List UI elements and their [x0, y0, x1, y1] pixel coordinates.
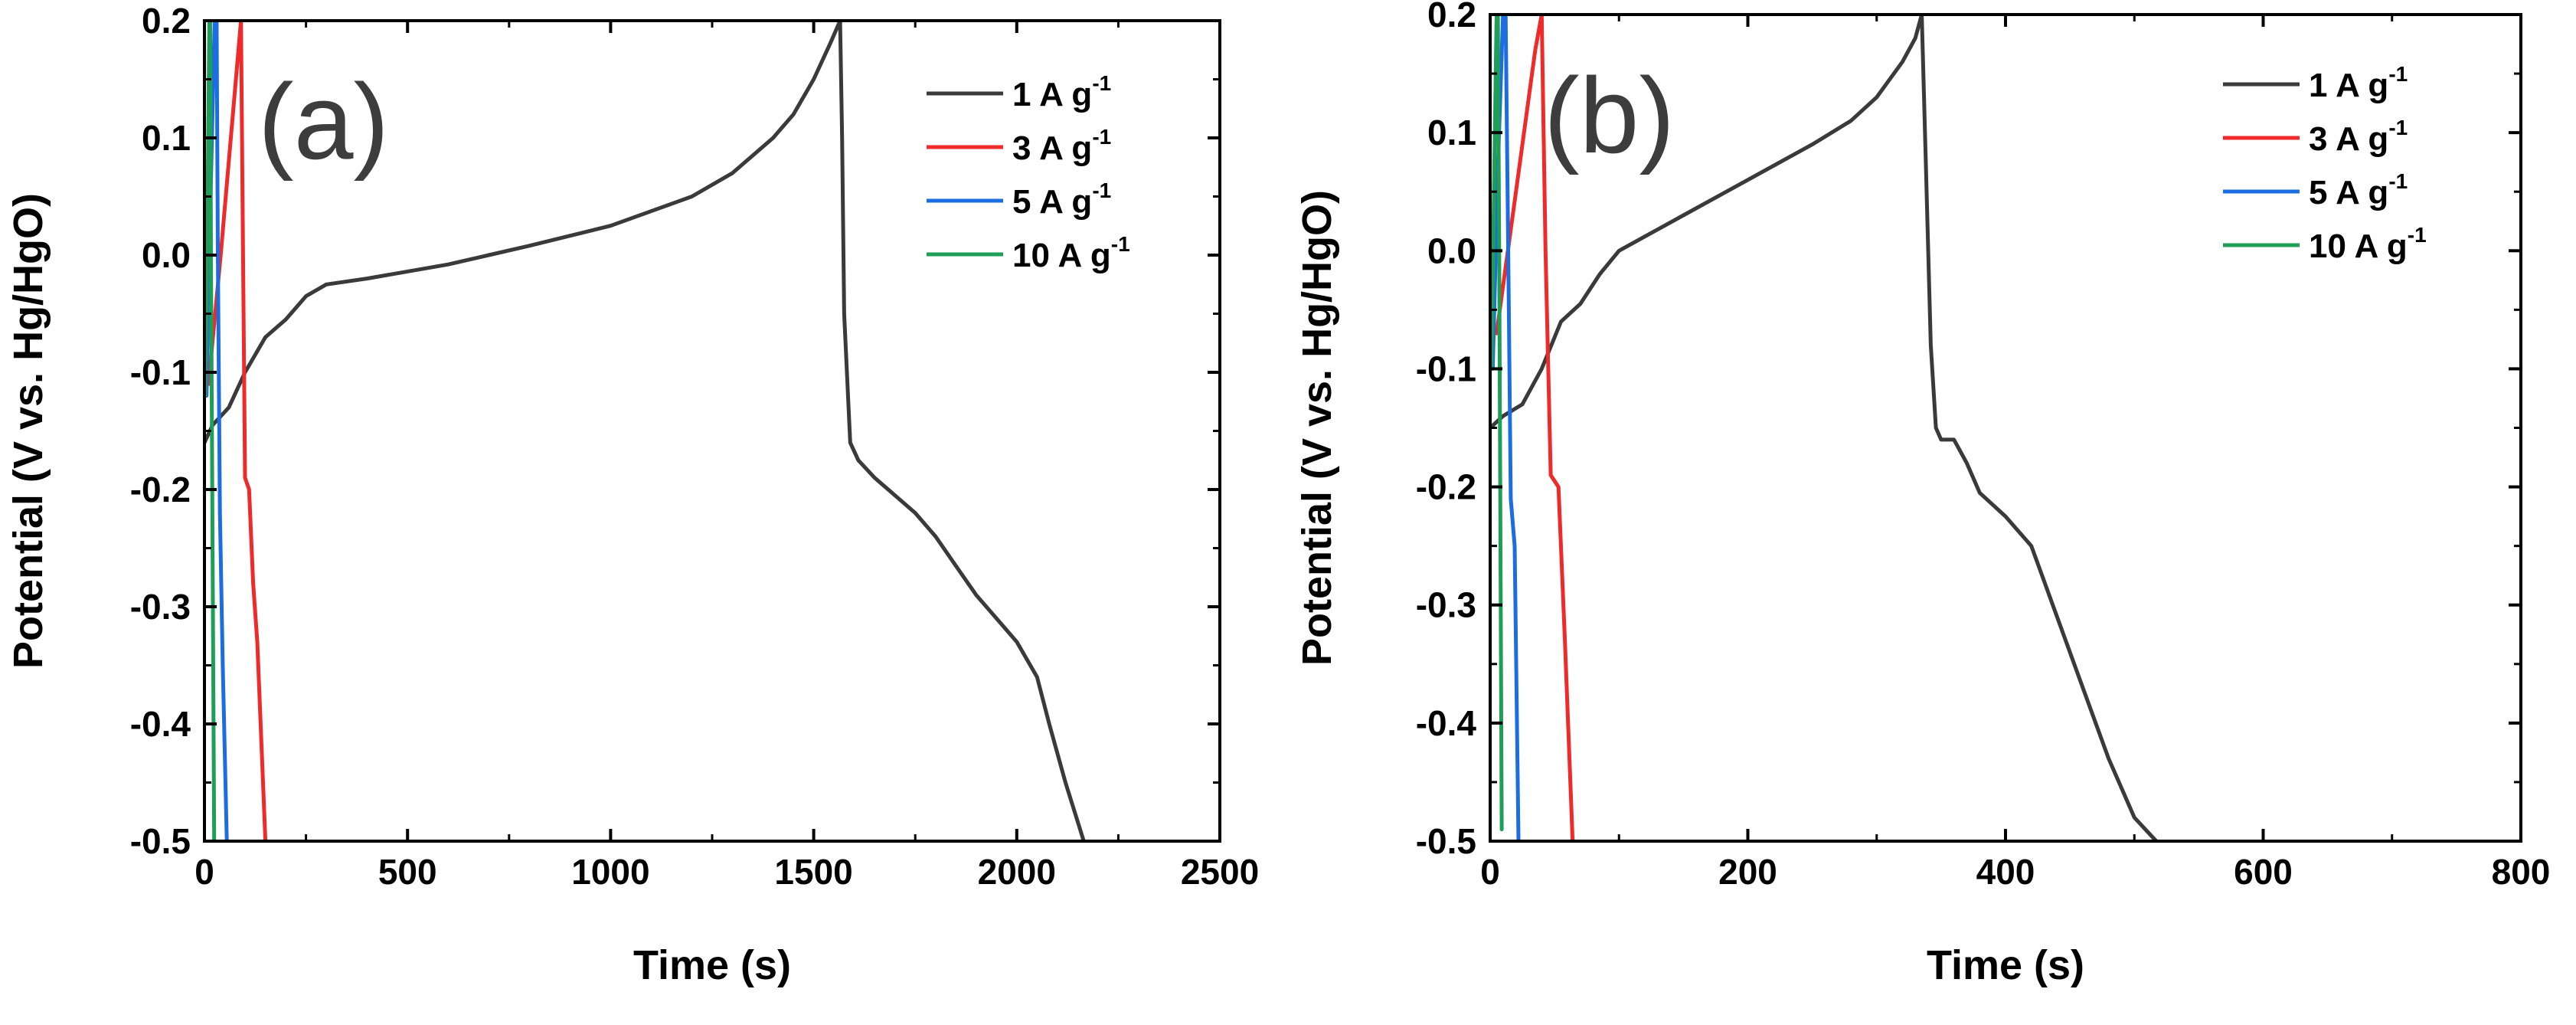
- legend-label: 10 A g-1: [1012, 232, 1130, 274]
- x-tick-label: 0: [1480, 852, 1500, 892]
- x-tick-label: 1500: [774, 852, 852, 892]
- legend-label: 5 A g-1: [2309, 169, 2408, 211]
- legend-label: 1 A g-1: [1012, 71, 1111, 113]
- legend-item: 5 A g-1: [2223, 169, 2408, 211]
- series-line-1-a-g-1: [1490, 15, 2159, 841]
- y-tick-label: -0.1: [1416, 349, 1476, 388]
- legend-label: 5 A g-1: [1012, 178, 1111, 221]
- series-line-3-a-g-1: [1494, 15, 1575, 841]
- y-axis-title: Potential (V vs. Hg/HgO): [5, 193, 51, 669]
- x-axis-title: Time (s): [1927, 942, 2084, 988]
- legend-item: 10 A g-1: [927, 232, 1130, 274]
- panel-a: 0 500 1000 1500 2000 2500 -0.5 -0.4 -0.3 -0.2 -0.1…: [5, 1, 1259, 988]
- x-tick-label: 800: [2492, 852, 2551, 892]
- y-axis-title: Potential (V vs. Hg/HgO): [1294, 190, 1340, 666]
- y-tick-label: -0.4: [1416, 703, 1477, 743]
- y-tick-label: -0.3: [130, 587, 191, 627]
- x-tick-label: 0: [195, 852, 214, 892]
- series-line-10-a-g-1: [1490, 15, 1504, 832]
- legend-label: 3 A g-1: [2309, 116, 2408, 158]
- legend-item: 10 A g-1: [2223, 223, 2427, 265]
- y-tick-label: -0.5: [1416, 821, 1476, 861]
- legend-item: 1 A g-1: [927, 71, 1111, 113]
- x-tick-label: 200: [1718, 852, 1777, 892]
- panel-label: (b): [1544, 55, 1675, 175]
- series-line-3-a-g-1: [206, 21, 268, 841]
- legend-label: 3 A g-1: [1012, 125, 1111, 167]
- y-tick-label: 0.1: [142, 118, 191, 158]
- y-tick-label: -0.5: [130, 821, 191, 861]
- legend-item: 3 A g-1: [2223, 116, 2408, 158]
- y-tick-label: -0.4: [130, 704, 191, 744]
- y-tick-label: -0.2: [130, 470, 191, 509]
- legend-label: 10 A g-1: [2309, 223, 2427, 265]
- x-tick-label: 2000: [978, 852, 1056, 892]
- legend-item: 3 A g-1: [927, 125, 1111, 167]
- y-tick-label: -0.3: [1416, 585, 1476, 625]
- legend-label: 1 A g-1: [2309, 62, 2408, 104]
- x-tick-label: 1000: [571, 852, 649, 892]
- x-tick-label: 400: [1976, 852, 2035, 892]
- x-tick-label: 2500: [1181, 852, 1259, 892]
- series-line-1-a-g-1: [204, 21, 1086, 841]
- y-tick-label: -0.1: [130, 352, 191, 392]
- legend-item: 5 A g-1: [927, 178, 1111, 221]
- panel-label: (a): [258, 61, 389, 182]
- y-tick-label: 0.1: [1427, 113, 1476, 152]
- panel-b: 0 200 400 600 800 -0.5 -0.4 -0.3 -0.2 -0.1 0.0 0.1 0…: [1294, 0, 2550, 988]
- x-tick-label: 500: [378, 852, 437, 892]
- legend-item: 1 A g-1: [2223, 62, 2408, 104]
- y-tick-label: -0.2: [1416, 467, 1476, 507]
- y-tick-label: 0.0: [142, 235, 191, 275]
- y-tick-label: 0.2: [1427, 0, 1476, 34]
- y-tick-label: 0.2: [142, 1, 191, 41]
- y-tick-label: 0.0: [1427, 231, 1476, 270]
- x-tick-label: 600: [2234, 852, 2293, 892]
- x-axis-title: Time (s): [633, 942, 791, 988]
